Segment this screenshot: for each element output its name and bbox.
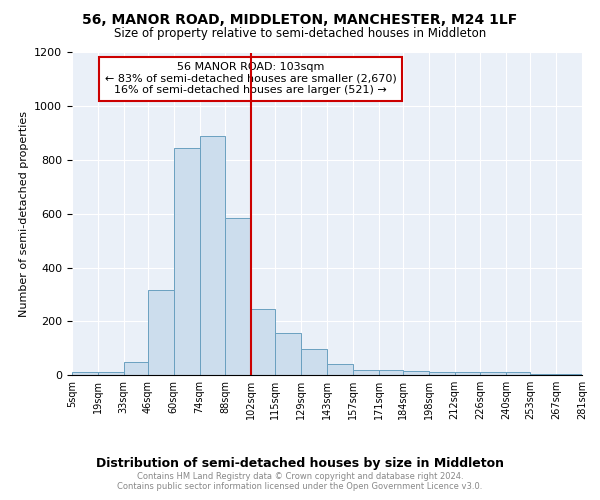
- Bar: [124, 362, 148, 375]
- Text: Distribution of semi-detached houses by size in Middleton: Distribution of semi-detached houses by …: [96, 458, 504, 470]
- Text: 56, MANOR ROAD, MIDDLETON, MANCHESTER, M24 1LF: 56, MANOR ROAD, MIDDLETON, MANCHESTER, M…: [82, 12, 518, 26]
- Bar: [72, 372, 98, 375]
- Bar: [148, 290, 173, 375]
- Bar: [353, 370, 379, 375]
- Bar: [379, 370, 403, 375]
- Bar: [455, 372, 481, 375]
- Bar: [226, 218, 251, 375]
- Bar: [506, 372, 530, 375]
- Y-axis label: Number of semi-detached properties: Number of semi-detached properties: [19, 111, 29, 317]
- Text: Contains HM Land Registry data © Crown copyright and database right 2024.
Contai: Contains HM Land Registry data © Crown c…: [118, 472, 482, 491]
- Bar: [327, 364, 353, 375]
- Bar: [98, 372, 124, 375]
- Bar: [556, 374, 582, 375]
- Bar: [251, 309, 275, 375]
- Bar: [199, 136, 226, 375]
- Bar: [275, 334, 301, 375]
- Bar: [530, 374, 556, 375]
- Bar: [481, 372, 506, 375]
- Bar: [403, 371, 428, 375]
- Text: 56 MANOR ROAD: 103sqm
← 83% of semi-detached houses are smaller (2,670)
16% of s: 56 MANOR ROAD: 103sqm ← 83% of semi-deta…: [104, 62, 397, 96]
- Bar: [428, 372, 455, 375]
- Bar: [301, 350, 327, 375]
- Bar: [173, 148, 199, 375]
- Text: Size of property relative to semi-detached houses in Middleton: Size of property relative to semi-detach…: [114, 28, 486, 40]
